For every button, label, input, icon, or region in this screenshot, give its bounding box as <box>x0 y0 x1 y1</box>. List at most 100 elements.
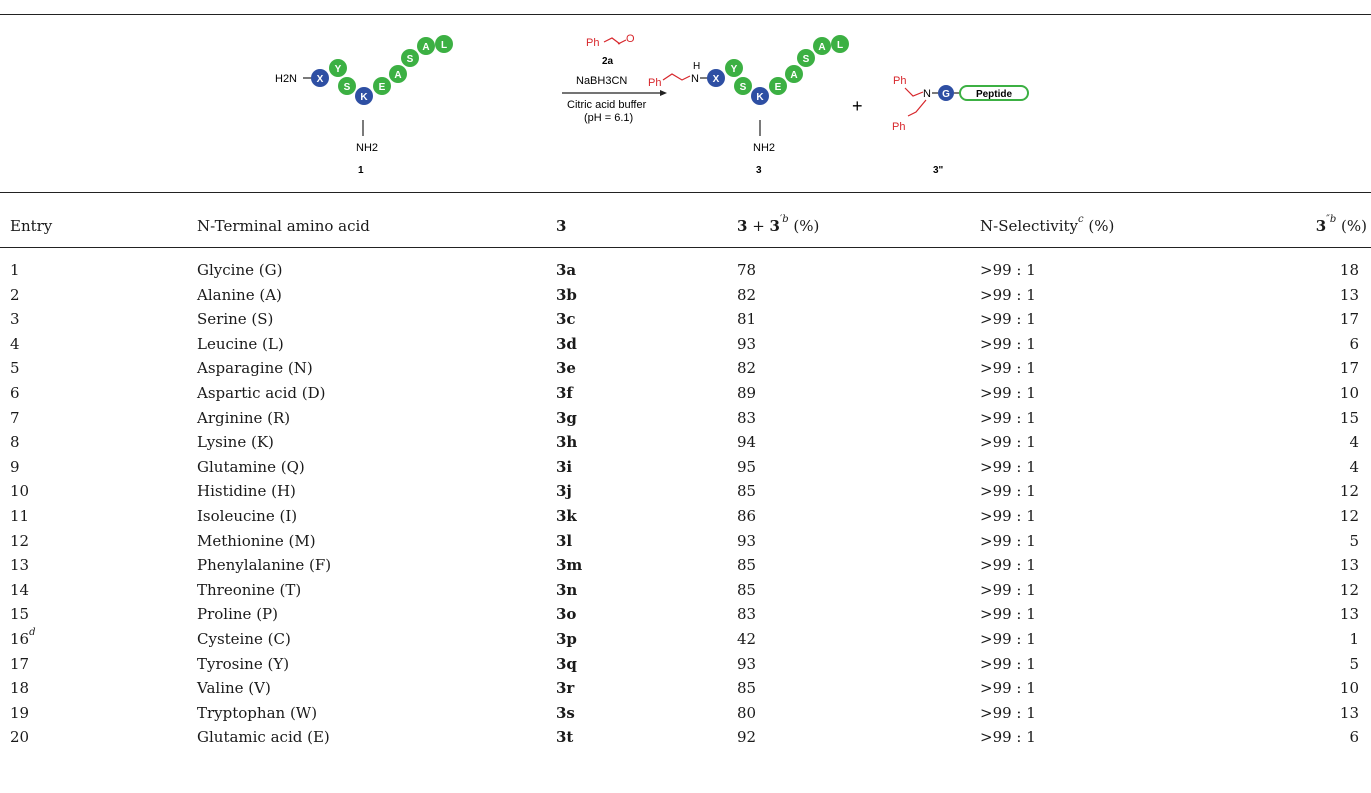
entry-cell: 3 <box>10 310 20 329</box>
header-dibenzyl-3: 3 <box>1315 217 1327 235</box>
residue-bead <box>311 69 329 87</box>
amino-acid-cell: Tryptophan (W) <box>197 703 318 722</box>
header-amino-acid: N-Terminal amino acid <box>197 217 370 235</box>
product-nh2-label: NH2 <box>753 142 775 154</box>
header-yield-3p: 3 <box>769 217 780 235</box>
selectivity-cell: >99 : 1 <box>980 507 1036 525</box>
dibenzyl-cell: 17 <box>1339 310 1359 329</box>
svg-text:G: G <box>942 89 950 100</box>
entry-cell: 12 <box>10 531 30 550</box>
residue-letter: A <box>790 70 797 81</box>
peptide-pill <box>959 85 1029 101</box>
dibenzyl-cell: 12 <box>1339 580 1359 599</box>
selectivity-cell: >99 : 1 <box>980 334 1036 353</box>
product-cell: 3r <box>556 679 575 698</box>
header-selectivity-text: N-Selectivity <box>980 217 1079 235</box>
product-cell: 3e <box>556 359 576 378</box>
residue-letter: X <box>317 74 324 85</box>
entry-cell: 6 <box>10 384 20 402</box>
svg-text:Ph: Ph <box>893 75 906 87</box>
h2n-label: H2N <box>275 73 297 85</box>
residue-bead <box>785 65 803 83</box>
buffer-label: Citric acid buffer <box>567 99 647 111</box>
dibenzyl-cell: 13 <box>1339 605 1359 624</box>
amino-acid-cell: Glutamic acid (E) <box>197 728 330 747</box>
product-cell: 3s <box>556 703 575 722</box>
entry-cell: 7 <box>10 408 20 427</box>
yield-cell: 93 <box>737 654 757 673</box>
header-entry: Entry <box>10 217 53 235</box>
amino-acid-cell: Asparagine (N) <box>197 359 313 378</box>
amino-acid-cell: Tyrosine (Y) <box>197 654 290 673</box>
compound-3-label: 3 <box>756 165 762 176</box>
residue-letter: Y <box>731 64 738 75</box>
yield-cell: 92 <box>737 728 757 747</box>
product-cell: 3l <box>556 531 573 550</box>
reductant-label: NaBH3CN <box>576 75 627 87</box>
product-cell: 3k <box>556 507 577 525</box>
entry-cell: 14 <box>10 580 30 599</box>
selectivity-cell: >99 : 1 <box>980 482 1036 501</box>
residue-bead <box>417 37 435 55</box>
yield-cell: 85 <box>737 580 757 599</box>
selectivity-cell: >99 : 1 <box>980 580 1036 599</box>
svg-text:N: N <box>923 88 931 100</box>
dibenzyl-cell: 12 <box>1339 482 1359 501</box>
residue-letter: S <box>740 82 747 93</box>
residue-bead <box>751 87 769 105</box>
residue-bead <box>435 35 453 53</box>
residue-letter: X <box>713 74 720 85</box>
product-cell: 3t <box>556 728 574 747</box>
residue-bead <box>389 65 407 83</box>
amino-acid-cell: Isoleucine (I) <box>197 507 298 525</box>
dibenzyl-cell: 10 <box>1339 384 1359 402</box>
header-top-rule <box>0 192 1371 193</box>
benzaldehyde-o: O <box>626 33 635 45</box>
selectivity-cell: >99 : 1 <box>980 433 1036 452</box>
residue-bead <box>797 49 815 67</box>
dibenzyl-cell: 6 <box>1349 334 1359 353</box>
dibenzyl-cell: 1 <box>1349 630 1359 648</box>
header-dibenzyl: 3″b (%) <box>1315 215 1367 236</box>
residue-letter: E <box>379 82 386 93</box>
header-yield-plus: + <box>747 217 770 235</box>
entry-footnote: d <box>29 627 36 638</box>
dibenzyl-cell: 5 <box>1349 654 1359 673</box>
residue-bead <box>373 77 391 95</box>
header-yield: 3 + 3′b (%) <box>737 215 819 236</box>
selectivity-cell: >99 : 1 <box>980 703 1036 722</box>
amino-acid-cell: Leucine (L) <box>197 334 284 353</box>
residue-letter: Y <box>335 64 342 75</box>
product-cell: 3d <box>556 334 577 353</box>
amino-acid-cell: Valine (V) <box>197 679 271 698</box>
yield-cell: 95 <box>737 457 757 476</box>
selectivity-cell: >99 : 1 <box>980 285 1036 304</box>
residue-letter: S <box>344 82 351 93</box>
selectivity-cell: >99 : 1 <box>980 654 1036 673</box>
reaction-conditions: Ph O 2a NaBH3CN Citric acid buffer (pH =… <box>562 33 667 124</box>
residue-letter: L <box>441 40 447 51</box>
entry-cell: 19 <box>10 703 30 722</box>
product-cell: 3b <box>556 285 577 304</box>
product-cell: 3p <box>556 630 577 648</box>
product-cell: 3c <box>556 310 576 329</box>
yield-cell: 89 <box>737 384 757 402</box>
residue-letter: K <box>360 92 368 103</box>
entry-cell: 8 <box>10 433 20 452</box>
selectivity-cell: >99 : 1 <box>980 457 1036 476</box>
selectivity-cell: >99 : 1 <box>980 630 1036 648</box>
lysine-nh2-label: NH2 <box>356 142 378 154</box>
compound-1-label: 1 <box>358 165 364 176</box>
yield-cell: 42 <box>737 630 757 648</box>
selectivity-cell: >99 : 1 <box>980 556 1036 575</box>
residue-bead <box>707 69 725 87</box>
dibenzyl-cell: 18 <box>1339 261 1359 279</box>
product-cell: 3a <box>556 261 577 279</box>
product-cell: 3i <box>556 457 573 476</box>
dibenzyl-cell: 5 <box>1349 531 1359 550</box>
svg-text:Ph: Ph <box>648 77 661 89</box>
